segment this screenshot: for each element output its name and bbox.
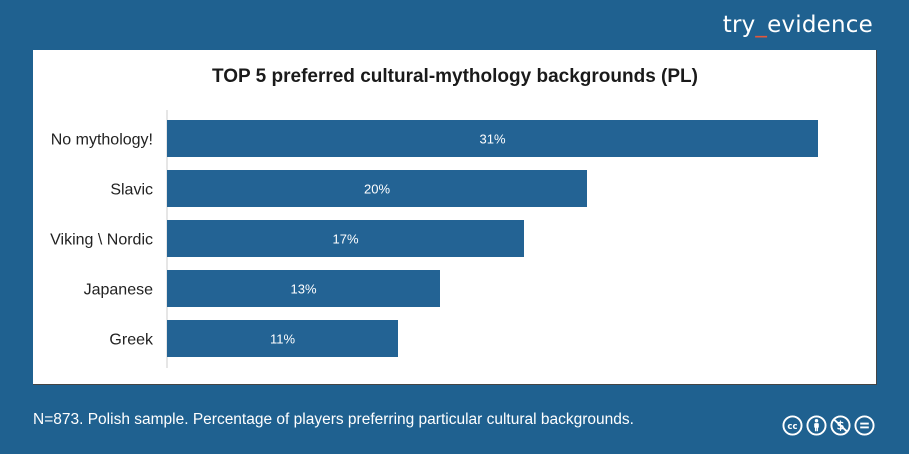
category-label: Slavic bbox=[110, 182, 153, 199]
category-label: Japanese bbox=[84, 282, 153, 299]
data-label: 11% bbox=[270, 332, 295, 347]
nd-icon bbox=[854, 415, 875, 436]
footnote: N=873. Polish sample. Percentage of play… bbox=[33, 411, 634, 428]
bar bbox=[167, 120, 818, 157]
bar-chart: No mythology! 31% Slavic 20% Viking \ Nordic… bbox=[50, 110, 818, 368]
cc-icon: cc bbox=[782, 415, 803, 436]
by-icon bbox=[806, 415, 827, 436]
category-label: Viking \ Nordic bbox=[50, 232, 153, 249]
nc-icon: $ bbox=[830, 415, 851, 436]
cc-icon-text: cc bbox=[787, 422, 797, 432]
bar bbox=[167, 320, 398, 357]
chart-title: TOP 5 preferred cultural-mythology backg… bbox=[212, 66, 698, 87]
license-badge[interactable]: cc $ bbox=[782, 415, 875, 436]
bar bbox=[167, 220, 524, 257]
data-label: 13% bbox=[290, 282, 316, 297]
bar bbox=[167, 270, 440, 307]
category-label: No mythology! bbox=[51, 132, 153, 149]
brand-text-evidence: evidence bbox=[767, 12, 873, 38]
brand-logo: try_evidence bbox=[723, 12, 873, 38]
bar bbox=[167, 170, 587, 207]
chart-card: TOP 5 preferred cultural-mythology backg… bbox=[33, 50, 877, 385]
brand-text-try: try bbox=[722, 12, 756, 38]
data-label: 17% bbox=[332, 232, 358, 247]
data-label: 20% bbox=[364, 182, 390, 197]
data-label: 31% bbox=[479, 132, 505, 147]
category-label: Greek bbox=[109, 332, 154, 349]
brand-underscore: _ bbox=[755, 12, 768, 38]
